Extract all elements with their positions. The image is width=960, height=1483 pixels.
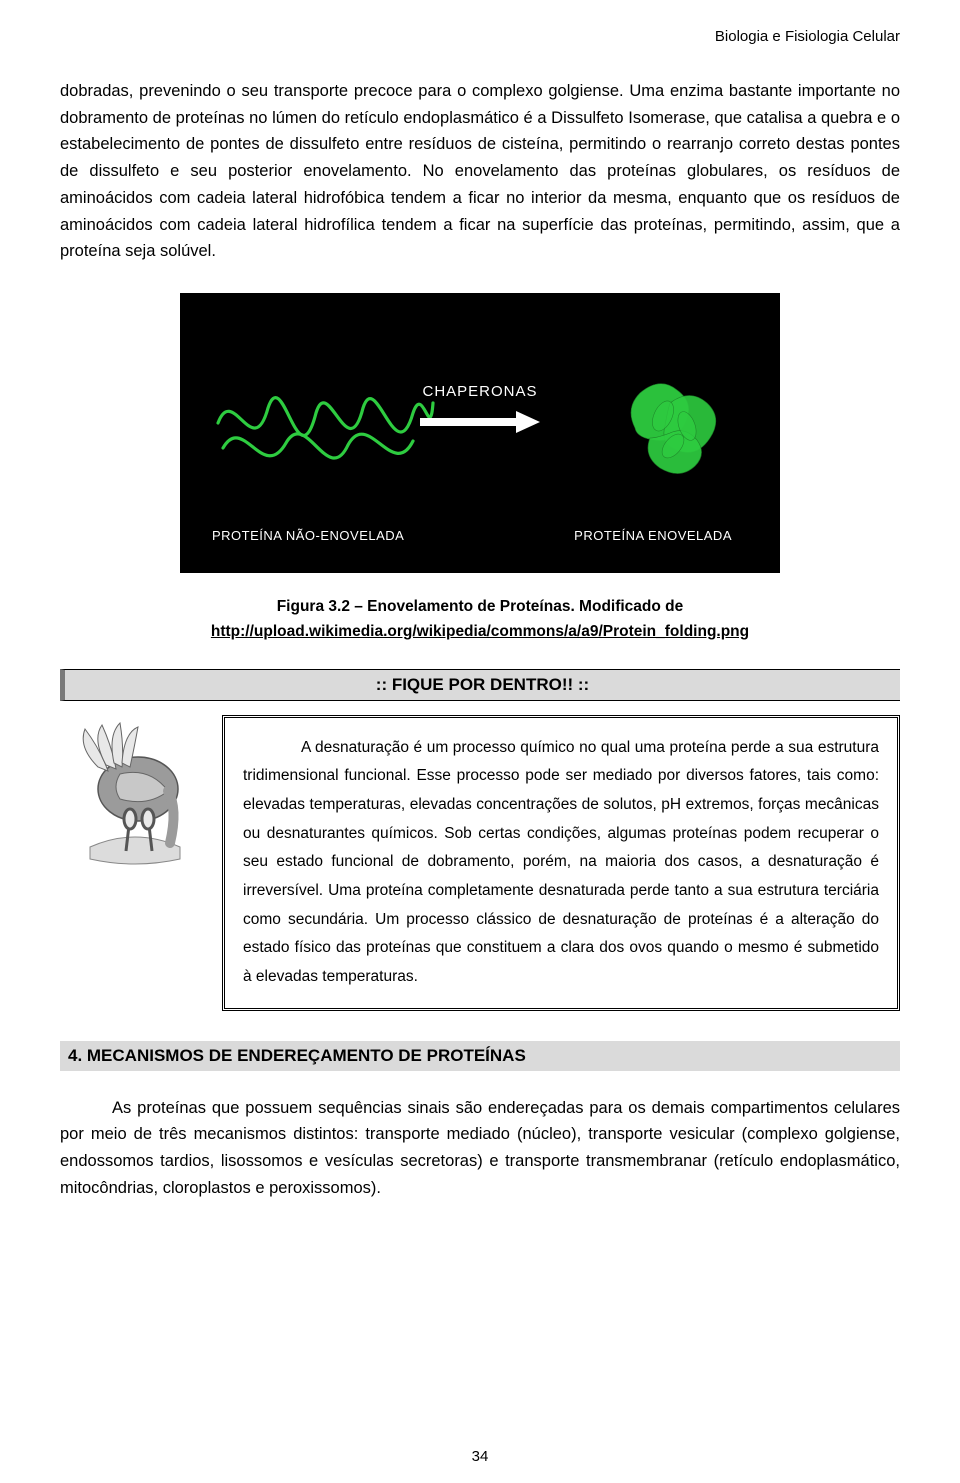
body-paragraph-1: dobradas, prevenindo o seu transporte pr…: [60, 78, 900, 265]
info-box-row: A desnaturação é um processo químico no …: [60, 715, 900, 1011]
figure-caption: Figura 3.2 – Enovelamento de Proteínas. …: [60, 595, 900, 645]
section-heading: 4. MECANISMOS DE ENDEREÇAMENTO DE PROTEÍ…: [60, 1041, 900, 1071]
chaperonas-label: CHAPERONAS: [422, 383, 537, 400]
protein-folding-figure: CHAPERONAS PROTEÍNA NÃO-ENOVELADA PROTEÍ…: [180, 293, 780, 573]
running-header: Biologia e Fisiologia Celular: [715, 28, 900, 45]
figure-container: CHAPERONAS PROTEÍNA NÃO-ENOVELADA PROTEÍ…: [60, 293, 900, 573]
page-number: 34: [472, 1448, 489, 1465]
ostrich-illustration: [60, 715, 210, 1011]
body-paragraph-2: As proteínas que possuem sequências sina…: [60, 1095, 900, 1202]
arrow-icon: [420, 411, 540, 433]
info-box-text: A desnaturação é um processo químico no …: [243, 739, 879, 985]
folded-label: PROTEÍNA ENOVELADA: [574, 528, 732, 543]
paragraph-2-text: As proteínas que possuem sequências sina…: [60, 1099, 900, 1197]
unfolded-label: PROTEÍNA NÃO-ENOVELADA: [212, 528, 404, 543]
folded-protein-icon: [615, 368, 735, 483]
unfolded-protein-icon: [208, 353, 438, 493]
caption-line1: Figura 3.2 – Enovelamento de Proteínas. …: [277, 598, 684, 615]
ostrich-icon: [60, 719, 210, 879]
info-box: A desnaturação é um processo químico no …: [222, 715, 900, 1011]
caption-link[interactable]: http://upload.wikimedia.org/wikipedia/co…: [211, 623, 749, 640]
info-banner: :: FIQUE POR DENTRO!! ::: [60, 669, 900, 701]
